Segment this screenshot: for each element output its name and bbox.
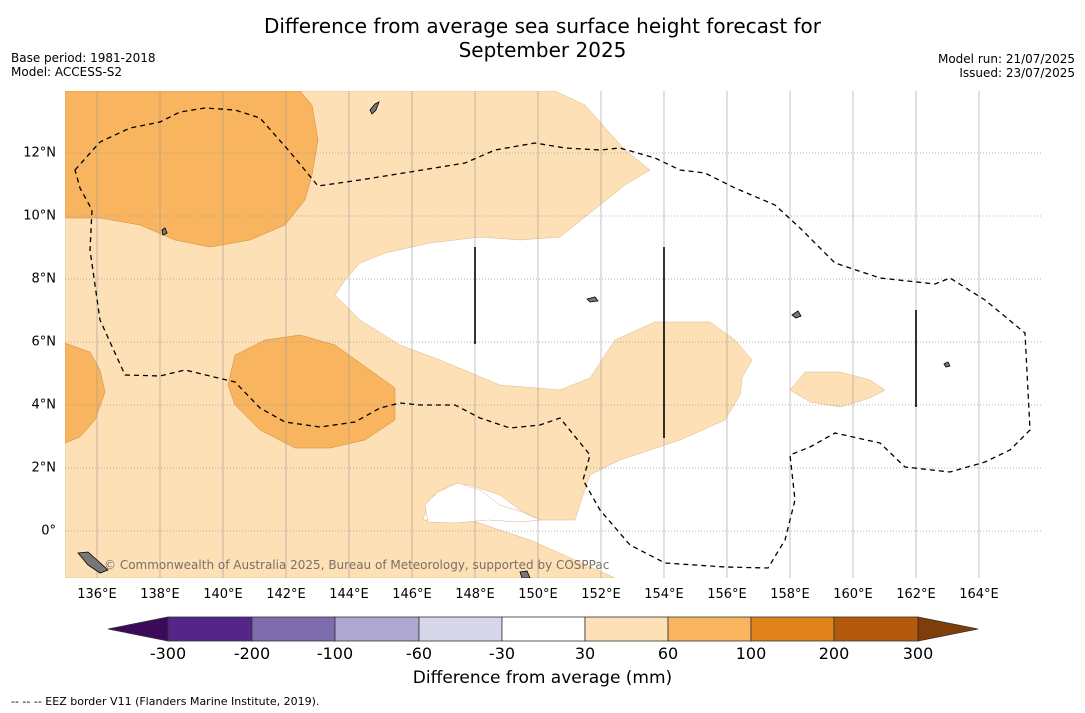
lon-label: 160°E bbox=[833, 587, 873, 602]
lat-label: 0° bbox=[41, 523, 56, 539]
colorbar-segment bbox=[418, 616, 503, 642]
island-icon bbox=[791, 310, 802, 319]
map-title: Difference from average sea surface heig… bbox=[0, 14, 1085, 62]
colorbar-segment bbox=[167, 616, 253, 642]
boundary-lines bbox=[474, 247, 917, 438]
lon-label: 164°E bbox=[959, 587, 999, 602]
anomaly-30-60-island-region bbox=[789, 371, 886, 408]
island-icon bbox=[369, 101, 380, 115]
lon-label: 150°E bbox=[518, 587, 558, 602]
lon-label: 162°E bbox=[896, 587, 936, 602]
colorbar-segment bbox=[251, 616, 336, 642]
model-run-text: Model run: 21/07/2025 bbox=[937, 52, 1075, 66]
colorbar-tick-label: 100 bbox=[735, 644, 767, 663]
colorbar-segment bbox=[501, 616, 586, 642]
colorbar-segment bbox=[750, 616, 835, 642]
lat-label: 2°N bbox=[31, 460, 57, 476]
anomaly-60-100-west-region bbox=[65, 342, 106, 444]
lat-label: 4°N bbox=[31, 397, 57, 413]
gridlines bbox=[65, 152, 1042, 532]
lon-label: 142°E bbox=[266, 587, 306, 602]
copyright-credit: © Commonwealth of Australia 2025, Bureau… bbox=[104, 558, 610, 572]
lon-label: 146°E bbox=[392, 587, 432, 602]
anomaly-60-100-central-region bbox=[227, 334, 396, 449]
island-icon bbox=[77, 551, 109, 574]
colorbar-segment bbox=[584, 616, 669, 642]
eez-footnote: -- -- -- EEZ border V11 (Flanders Marine… bbox=[11, 695, 320, 708]
island-icon bbox=[943, 361, 951, 368]
neutral-region-hole bbox=[424, 482, 541, 524]
colorbar-segment bbox=[667, 616, 752, 642]
colorbar-tick-label: -300 bbox=[149, 644, 187, 663]
lat-label: 6°N bbox=[31, 334, 57, 350]
colorbar-segment bbox=[334, 616, 420, 642]
lat-label: 12°N bbox=[23, 145, 56, 161]
issued-text: Issued: 23/07/2025 bbox=[959, 66, 1075, 80]
lon-label: 152°E bbox=[581, 587, 621, 602]
island-icon bbox=[161, 227, 168, 236]
colorbar-tick-label: -60 bbox=[405, 644, 433, 663]
colorbar-tick-label: 300 bbox=[902, 644, 934, 663]
colorbar-title: Difference from average (mm) bbox=[412, 668, 673, 688]
title-line-2: September 2025 bbox=[458, 38, 627, 62]
colorbar-segment bbox=[833, 616, 919, 642]
colorbar-tick-label: 200 bbox=[818, 644, 850, 663]
lon-label: 148°E bbox=[455, 587, 495, 602]
colorbar bbox=[107, 616, 979, 642]
lon-label: 136°E bbox=[77, 587, 117, 602]
lon-label: 154°E bbox=[644, 587, 684, 602]
lon-label: 140°E bbox=[203, 587, 243, 602]
colorbar-extend-high bbox=[917, 616, 979, 642]
eez-border-west bbox=[74, 107, 1031, 569]
map-panel bbox=[65, 91, 1042, 578]
lat-label: 8°N bbox=[31, 271, 57, 287]
colorbar-tick-label: 60 bbox=[657, 644, 679, 663]
lon-label: 158°E bbox=[770, 587, 810, 602]
islands bbox=[77, 101, 951, 578]
lat-label: 10°N bbox=[23, 208, 56, 224]
lon-label: 156°E bbox=[707, 587, 747, 602]
anomaly-60-100-north-region bbox=[65, 91, 319, 248]
colorbar-extend-low bbox=[107, 616, 169, 642]
model-text: Model: ACCESS-S2 bbox=[11, 65, 123, 79]
lon-label: 144°E bbox=[329, 587, 369, 602]
colorbar-tick-label: 30 bbox=[574, 644, 596, 663]
lon-label: 138°E bbox=[140, 587, 180, 602]
colorbar-tick-label: -200 bbox=[233, 644, 271, 663]
meta-right: Model run: 21/07/2025 Issued: 23/07/2025 bbox=[938, 52, 1075, 80]
island-icon bbox=[519, 570, 531, 578]
title-line-1: Difference from average sea surface heig… bbox=[263, 14, 822, 38]
colorbar-tick-label: -30 bbox=[488, 644, 516, 663]
base-period-text: Base period: 1981-2018 bbox=[11, 51, 156, 65]
colorbar-tick-label: -100 bbox=[316, 644, 354, 663]
island-icon bbox=[586, 296, 599, 303]
meta-left: Base period: 1981-2018 Model: ACCESS-S2 bbox=[11, 51, 156, 79]
